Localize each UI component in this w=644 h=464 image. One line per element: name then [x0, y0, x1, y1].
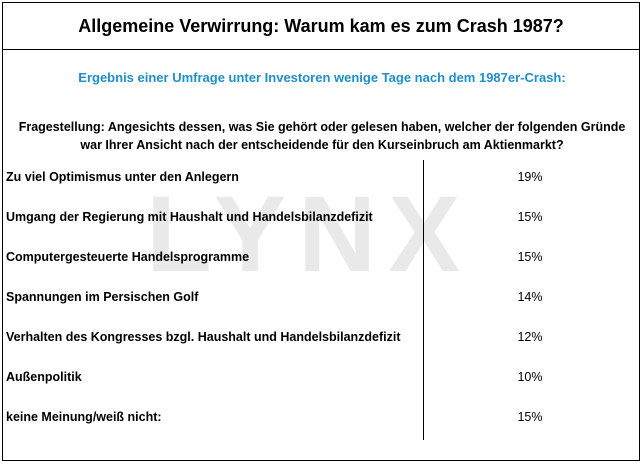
- survey-question: Fragestellung: Angesichts dessen, was Si…: [0, 118, 644, 154]
- answer-percent: 19%: [517, 170, 543, 184]
- answer-label: keine Meinung/weiß nicht:: [6, 410, 162, 424]
- column-divider: [423, 160, 424, 440]
- answer-row: Spannungen im Persischen Golf 14%: [0, 290, 644, 310]
- answer-label: Verhalten des Kongresses bzgl. Haushalt …: [6, 330, 401, 344]
- answer-label: Zu viel Optimismus unter den Anlegern: [6, 170, 239, 184]
- answer-percent: 15%: [517, 410, 543, 424]
- answer-label: Außenpolitik: [6, 370, 82, 384]
- question-line-1: Fragestellung: Angesichts dessen, was Si…: [18, 120, 626, 134]
- question-line-2: war Ihrer Ansicht nach der entscheidende…: [80, 138, 564, 152]
- answer-percent: 14%: [517, 290, 543, 304]
- answer-row: Zu viel Optimismus unter den Anlegern 19…: [0, 170, 644, 190]
- answer-row: Umgang der Regierung mit Haushalt und Ha…: [0, 210, 644, 230]
- answer-label: Umgang der Regierung mit Haushalt und Ha…: [6, 210, 373, 224]
- answer-row: Verhalten des Kongresses bzgl. Haushalt …: [0, 330, 644, 350]
- answer-percent: 12%: [517, 330, 543, 344]
- answer-row: Außenpolitik 10%: [0, 370, 644, 390]
- answer-label: Spannungen im Persischen Golf: [6, 290, 199, 304]
- answer-percent: 15%: [517, 250, 543, 264]
- answer-label: Computergesteuerte Handelsprogramme: [6, 250, 250, 264]
- answer-row: Computergesteuerte Handelsprogramme 15%: [0, 250, 644, 270]
- answer-percent: 15%: [517, 210, 543, 224]
- survey-subtitle: Ergebnis einer Umfrage unter Investoren …: [78, 70, 566, 85]
- answer-percent: 10%: [517, 370, 543, 384]
- answer-row: keine Meinung/weiß nicht: 15%: [0, 410, 644, 430]
- page-title: Allgemeine Verwirrung: Warum kam es zum …: [3, 3, 639, 50]
